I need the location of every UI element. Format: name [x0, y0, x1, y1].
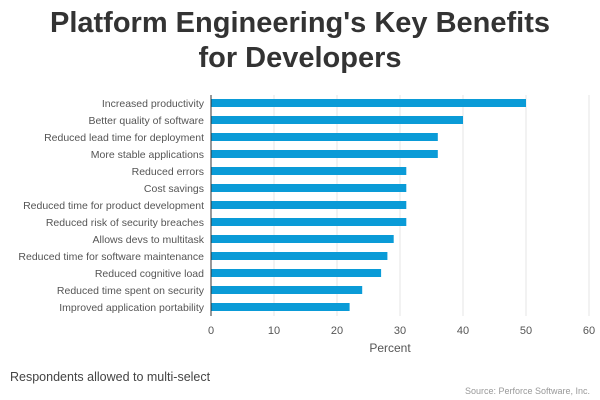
category-label-5: Reduced errors — [132, 166, 204, 178]
bar-7 — [211, 201, 407, 209]
category-label-3: Reduced lead time for deployment — [44, 132, 204, 144]
bar-3 — [211, 133, 438, 141]
x-tick-label-50: 50 — [520, 325, 532, 337]
bar-5 — [211, 167, 407, 175]
category-label-7: Reduced time for product development — [23, 200, 204, 212]
bar-1 — [211, 99, 526, 107]
category-label-8: Reduced risk of security breaches — [46, 217, 204, 229]
category-label-13: Improved application portability — [59, 302, 204, 314]
footnote: Respondents allowed to multi-select — [10, 370, 211, 384]
bar-12 — [211, 286, 363, 294]
category-label-10: Reduced time for software maintenance — [18, 251, 204, 263]
x-tick-label-60: 60 — [583, 325, 595, 337]
category-label-12: Reduced time spent on security — [57, 285, 205, 297]
bar-8 — [211, 218, 407, 226]
x-tick-label-40: 40 — [457, 325, 469, 337]
bar-13 — [211, 303, 350, 311]
x-tick-label-20: 20 — [331, 325, 343, 337]
chart-title: Platform Engineering's Key Benefits for … — [0, 6, 600, 76]
category-label-9: Allows devs to multitask — [93, 234, 205, 246]
x-tick-label-0: 0 — [208, 325, 214, 337]
bar-4 — [211, 150, 438, 158]
category-label-1: Increased productivity — [102, 98, 205, 110]
x-tick-label-10: 10 — [268, 325, 280, 337]
x-axis-label: Percent — [369, 341, 411, 355]
title-line-1: Platform Engineering's Key Benefits — [49, 7, 550, 39]
bar-11 — [211, 269, 382, 277]
category-label-4: More stable applications — [91, 149, 204, 161]
category-label-11: Reduced cognitive load — [95, 268, 204, 280]
x-tick-label-30: 30 — [394, 325, 406, 337]
category-label-2: Better quality of software — [88, 115, 204, 127]
bar-9 — [211, 235, 394, 243]
category-label-6: Cost savings — [144, 183, 204, 195]
source-note: Source: Perforce Software, Inc. — [464, 386, 590, 396]
bar-6 — [211, 184, 407, 192]
bar-10 — [211, 252, 388, 260]
title-line-2: for Developers — [198, 42, 402, 74]
bar-2 — [211, 116, 463, 124]
